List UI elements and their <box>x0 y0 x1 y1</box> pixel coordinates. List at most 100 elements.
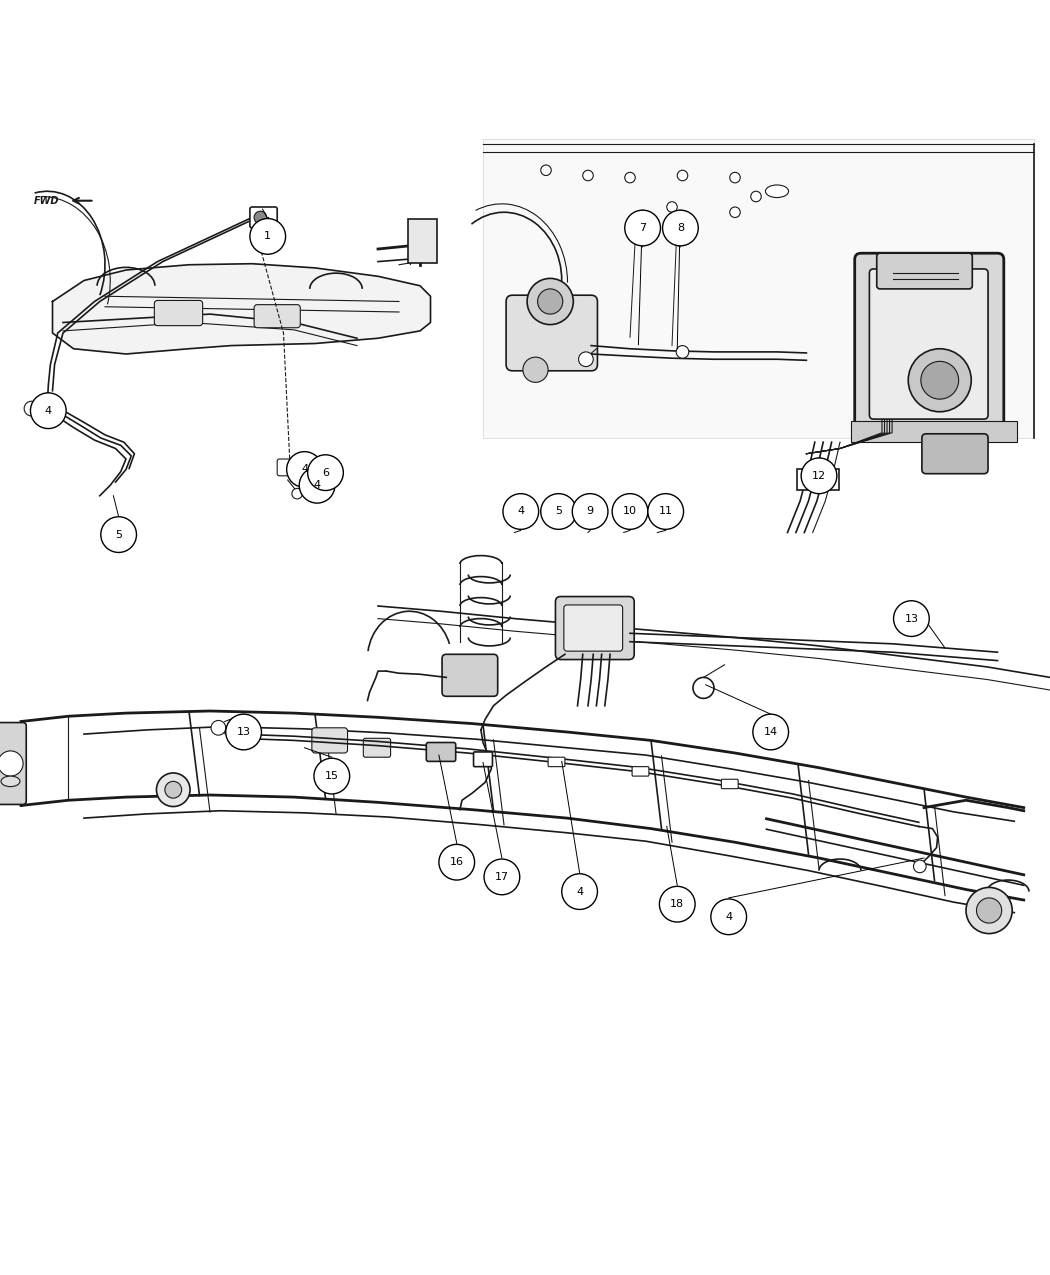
Text: 4: 4 <box>576 886 583 896</box>
FancyBboxPatch shape <box>564 604 623 652</box>
FancyBboxPatch shape <box>154 301 203 325</box>
Circle shape <box>579 352 593 367</box>
Circle shape <box>254 212 267 224</box>
FancyBboxPatch shape <box>922 434 988 474</box>
Text: 15: 15 <box>324 771 339 782</box>
Text: 5: 5 <box>555 506 562 516</box>
Text: 8: 8 <box>677 223 684 233</box>
Circle shape <box>541 493 576 529</box>
Circle shape <box>503 493 539 529</box>
Circle shape <box>676 346 689 358</box>
Text: 16: 16 <box>449 857 464 867</box>
Circle shape <box>667 201 677 212</box>
Circle shape <box>287 451 322 487</box>
Circle shape <box>523 357 548 382</box>
Circle shape <box>976 898 1002 923</box>
Polygon shape <box>52 264 430 354</box>
FancyBboxPatch shape <box>548 757 565 766</box>
FancyBboxPatch shape <box>721 779 738 789</box>
Circle shape <box>730 207 740 218</box>
Circle shape <box>101 516 136 552</box>
Circle shape <box>693 677 714 699</box>
FancyBboxPatch shape <box>250 207 277 228</box>
Ellipse shape <box>765 185 789 198</box>
Text: 5: 5 <box>116 529 122 539</box>
Circle shape <box>966 887 1012 933</box>
Circle shape <box>711 899 747 935</box>
Text: 4: 4 <box>301 464 308 474</box>
Circle shape <box>211 720 226 736</box>
Circle shape <box>226 714 261 750</box>
Circle shape <box>572 493 608 529</box>
FancyBboxPatch shape <box>632 766 649 776</box>
Circle shape <box>24 402 39 416</box>
Circle shape <box>648 493 684 529</box>
Circle shape <box>801 458 837 493</box>
Circle shape <box>753 714 789 750</box>
Circle shape <box>730 172 740 182</box>
FancyBboxPatch shape <box>277 459 304 476</box>
Circle shape <box>0 751 23 776</box>
Circle shape <box>538 289 563 314</box>
Text: 13: 13 <box>904 613 919 623</box>
Ellipse shape <box>1 776 20 787</box>
Circle shape <box>165 782 182 798</box>
Circle shape <box>583 171 593 181</box>
Text: 11: 11 <box>658 506 673 516</box>
Text: FWD: FWD <box>34 195 59 205</box>
Circle shape <box>30 393 66 428</box>
Text: 4: 4 <box>45 405 51 416</box>
Circle shape <box>612 493 648 529</box>
Circle shape <box>484 859 520 895</box>
Circle shape <box>439 844 475 880</box>
FancyBboxPatch shape <box>408 218 437 263</box>
Circle shape <box>250 218 286 254</box>
Circle shape <box>156 773 190 807</box>
Circle shape <box>314 759 350 794</box>
Circle shape <box>921 361 959 399</box>
Circle shape <box>914 861 926 872</box>
Circle shape <box>659 886 695 922</box>
FancyBboxPatch shape <box>855 254 1004 434</box>
FancyBboxPatch shape <box>869 269 988 419</box>
FancyBboxPatch shape <box>426 742 456 761</box>
FancyBboxPatch shape <box>363 738 391 757</box>
Text: 9: 9 <box>587 506 593 516</box>
FancyBboxPatch shape <box>506 296 597 371</box>
Circle shape <box>541 164 551 176</box>
Text: 10: 10 <box>623 506 637 516</box>
Text: 4: 4 <box>314 481 320 491</box>
FancyBboxPatch shape <box>850 421 1017 442</box>
Circle shape <box>625 172 635 182</box>
Text: 17: 17 <box>495 872 509 882</box>
Text: 6: 6 <box>322 468 329 478</box>
Circle shape <box>908 349 971 412</box>
Circle shape <box>751 191 761 201</box>
FancyBboxPatch shape <box>433 746 449 755</box>
FancyBboxPatch shape <box>312 728 348 754</box>
Text: FWD: FWD <box>807 476 828 484</box>
Circle shape <box>527 278 573 325</box>
FancyBboxPatch shape <box>0 723 26 805</box>
Bar <box>483 139 1034 439</box>
Text: 1: 1 <box>265 231 271 241</box>
Text: 7: 7 <box>639 223 646 233</box>
Text: 12: 12 <box>812 470 826 481</box>
Text: 14: 14 <box>763 727 778 737</box>
FancyBboxPatch shape <box>442 654 498 696</box>
Circle shape <box>625 210 660 246</box>
Circle shape <box>562 873 597 909</box>
Circle shape <box>308 455 343 491</box>
Circle shape <box>292 488 302 499</box>
FancyBboxPatch shape <box>877 254 972 289</box>
Circle shape <box>894 601 929 636</box>
Text: 4: 4 <box>726 912 732 922</box>
FancyBboxPatch shape <box>254 305 300 328</box>
Text: 18: 18 <box>670 899 685 909</box>
Circle shape <box>663 210 698 246</box>
Text: 4: 4 <box>518 506 524 516</box>
Circle shape <box>677 171 688 181</box>
Circle shape <box>299 468 335 504</box>
FancyBboxPatch shape <box>797 469 839 491</box>
FancyBboxPatch shape <box>555 597 634 659</box>
